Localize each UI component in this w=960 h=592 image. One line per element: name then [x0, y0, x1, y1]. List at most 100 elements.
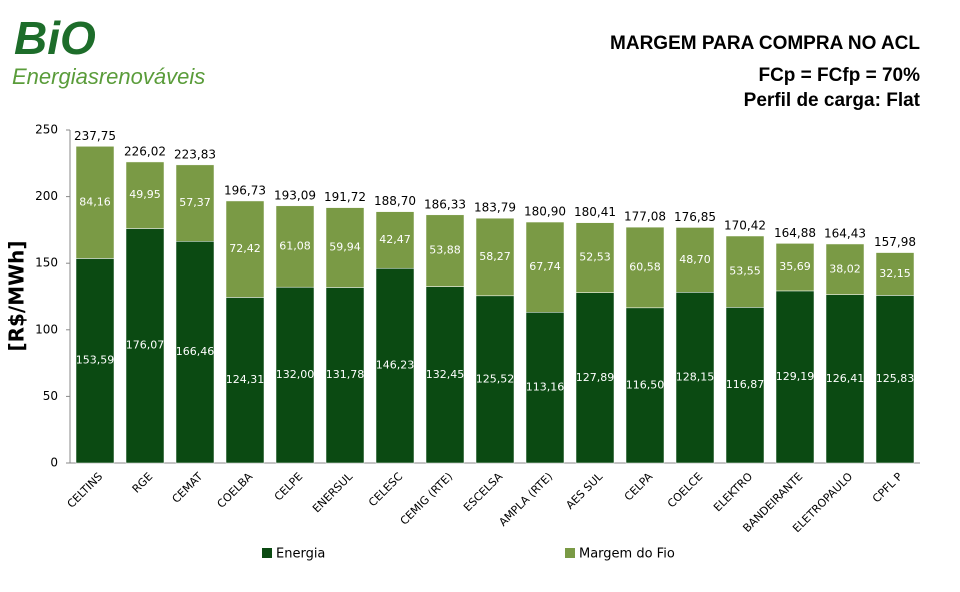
x-tick-label: ENERSUL — [310, 469, 356, 515]
x-tick-label: COELCE — [665, 470, 705, 510]
bar-segment — [325, 207, 365, 288]
data-label: 116,87 — [726, 378, 765, 391]
data-label: 61,08 — [279, 239, 311, 252]
bar-segment — [525, 221, 565, 313]
bar-segment — [725, 307, 765, 464]
bar-segment — [275, 205, 315, 288]
data-label: 128,15 — [676, 371, 715, 384]
data-label: 132,00 — [276, 368, 315, 381]
data-label: 42,47 — [379, 233, 411, 246]
bar-segment — [625, 307, 665, 464]
total-label: 226,02 — [124, 144, 166, 158]
total-label: 223,83 — [174, 147, 216, 161]
data-label: 116,50 — [626, 378, 665, 391]
bar-segment — [175, 241, 215, 464]
bar-segment — [75, 258, 115, 464]
bar-segment — [775, 243, 815, 292]
total-label: 180,41 — [574, 205, 616, 219]
bar-segment — [225, 200, 265, 298]
bar-segment — [125, 161, 165, 229]
total-label: 157,98 — [874, 235, 916, 249]
data-label: 153,59 — [76, 354, 115, 367]
logo-tagline: Energiasrenováveis — [12, 64, 205, 89]
bar-segment — [625, 226, 665, 309]
bar-segment — [825, 243, 865, 295]
data-label: 53,88 — [429, 244, 461, 257]
bar-segment — [375, 267, 415, 464]
total-label: 188,70 — [374, 194, 416, 208]
legend-label: Energia — [276, 547, 325, 562]
data-label: 59,94 — [329, 241, 361, 254]
total-label: 191,72 — [324, 190, 366, 204]
data-label: 132,45 — [426, 368, 465, 381]
data-label: 127,89 — [576, 371, 615, 384]
data-label: 113,16 — [526, 381, 565, 394]
x-tick-label: CELESC — [366, 470, 405, 509]
data-label: 126,41 — [826, 372, 865, 385]
y-tick-label: 250 — [35, 123, 58, 137]
bar-segment — [575, 292, 615, 464]
data-label: 176,07 — [126, 339, 165, 352]
x-tick-label: CELPE — [272, 470, 306, 504]
total-label: 164,88 — [774, 226, 816, 240]
chart-title: MARGEM PARA COMPRA NO ACL — [610, 33, 920, 54]
data-label: 125,52 — [476, 372, 515, 385]
x-tick-label: AES SUL — [563, 469, 605, 511]
bar-segment — [725, 235, 765, 308]
total-label: 177,08 — [624, 210, 666, 224]
bar-segment — [75, 146, 115, 259]
legend-label: Margem do Fio — [579, 547, 675, 562]
y-tick-label: 50 — [43, 389, 58, 403]
bar-segment — [325, 287, 365, 464]
total-label: 193,09 — [274, 188, 316, 202]
bar-segment — [875, 252, 915, 296]
bar-segment — [275, 286, 315, 464]
y-tick-label: 100 — [35, 322, 58, 336]
total-label: 196,73 — [224, 183, 266, 197]
bar-segment — [575, 222, 615, 293]
bar-segment — [525, 312, 565, 464]
bar-segment — [675, 227, 715, 293]
total-label: 176,85 — [674, 210, 716, 224]
data-label: 57,37 — [179, 196, 211, 209]
data-label: 60,58 — [629, 260, 661, 273]
bar-segment — [875, 295, 915, 464]
y-tick-label: 150 — [35, 256, 58, 270]
data-label: 49,95 — [129, 188, 161, 201]
y-tick-label: 0 — [50, 456, 58, 470]
bar-segment — [475, 217, 515, 297]
data-label: 67,74 — [529, 260, 561, 273]
legend-swatch — [565, 548, 575, 558]
bar-segment — [475, 295, 515, 464]
legend-swatch — [262, 548, 272, 558]
data-label: 131,78 — [326, 368, 365, 381]
data-label: 124,31 — [226, 373, 265, 386]
chart-subtitle: FCp = FCfp = 70% — [758, 65, 920, 86]
data-label: 32,15 — [879, 267, 911, 280]
x-tick-label: CELTINS — [65, 470, 106, 511]
y-tick-label: 200 — [35, 189, 58, 203]
bar-segment — [675, 292, 715, 464]
bar-segment — [375, 211, 415, 269]
data-label: 84,16 — [79, 195, 111, 208]
x-tick-label: COELBA — [215, 470, 256, 511]
total-label: 180,90 — [524, 205, 566, 219]
total-label: 186,33 — [424, 197, 466, 211]
data-label: 125,83 — [876, 372, 915, 385]
bar-segment — [425, 214, 465, 287]
data-label: 72,42 — [229, 242, 261, 255]
logo-brand: BiO — [14, 12, 96, 64]
data-label: 38,02 — [829, 262, 861, 275]
bar-segment — [825, 294, 865, 464]
data-label: 48,70 — [679, 253, 711, 266]
x-tick-label: CELPA — [622, 470, 656, 504]
data-label: 52,53 — [579, 251, 611, 264]
bar-segment — [125, 228, 165, 464]
total-label: 183,79 — [474, 201, 516, 215]
data-label: 166,46 — [176, 345, 215, 358]
data-label: 58,27 — [479, 250, 511, 263]
total-label: 237,75 — [74, 129, 116, 143]
y-axis-label: [R$/MWh] — [5, 240, 29, 351]
total-label: 170,42 — [724, 219, 766, 233]
bar-segment — [775, 290, 815, 464]
